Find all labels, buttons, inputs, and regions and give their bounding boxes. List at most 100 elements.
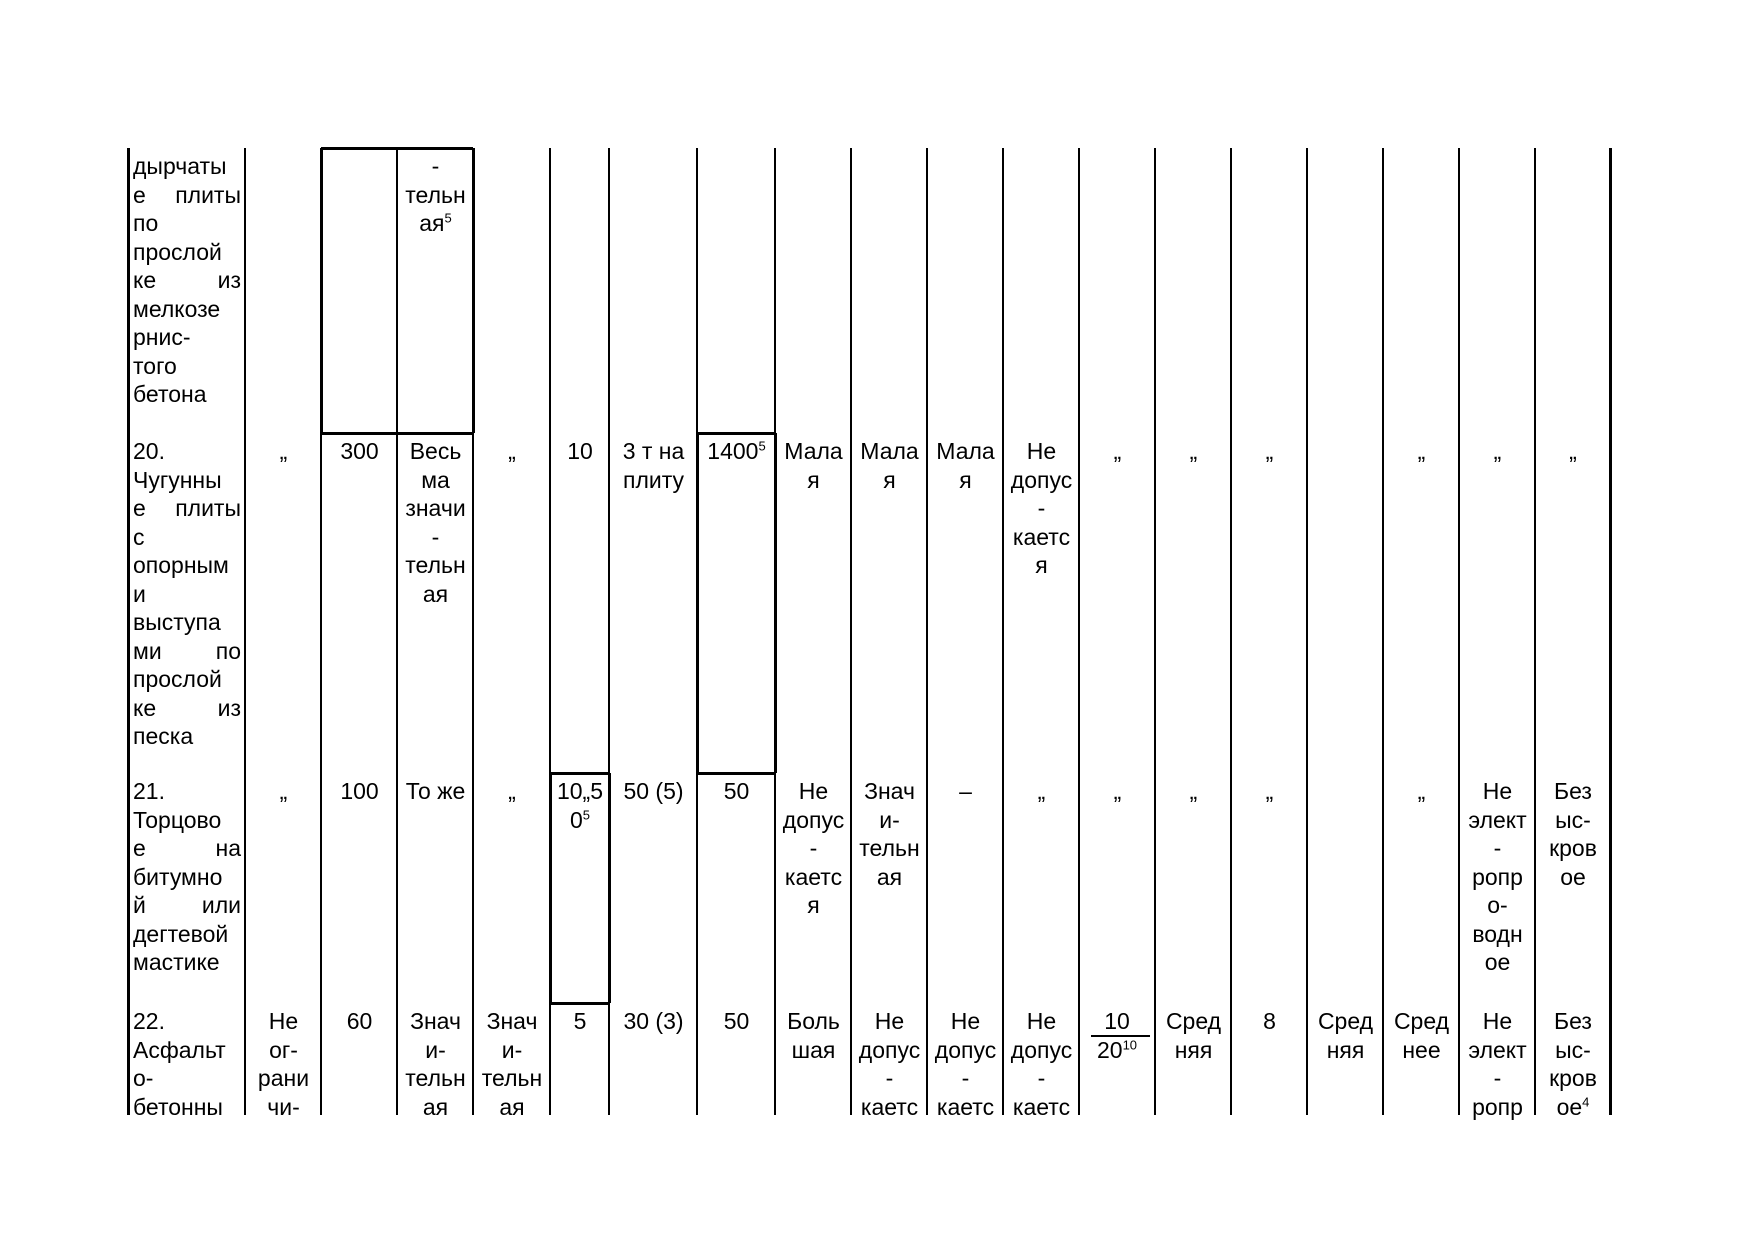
row-title-line: Торцово (133, 806, 222, 833)
table-cell: 50 (702, 777, 771, 806)
grid-line (697, 771, 775, 775)
table-cell: „ (478, 777, 546, 806)
cell-text: Не допус - каетс (934, 1008, 997, 1120)
row-title-line: с (133, 523, 145, 550)
table-cell: „ (1236, 437, 1303, 466)
cell-text: Не элект - ропр о- водн ое (1468, 778, 1527, 975)
grid-line (607, 773, 611, 1003)
table-cell: 50 (5) (614, 777, 693, 806)
cell-text: Знач и- тельн ая (481, 1008, 543, 1120)
cell-text: 5 (573, 1008, 587, 1034)
row-title-line: 21. (133, 778, 165, 804)
table-cell: Не элект - ропр о- водн ое (1464, 777, 1531, 977)
row-title-line: дырчаты (133, 153, 227, 179)
table-cell: Не ог- рани чи- (250, 1007, 317, 1121)
table-cell: „ (1464, 437, 1531, 466)
table-cell: „ (1236, 777, 1303, 806)
grid-line (550, 771, 609, 775)
table-cell: Сред няя (1312, 1007, 1379, 1064)
row-title-line: по (133, 210, 159, 236)
table-cell: 5 (555, 1007, 605, 1036)
row-title-line: выступа (133, 609, 221, 635)
footnote-mark: 5 (582, 806, 591, 822)
table-cell: „ (1008, 777, 1075, 806)
cell-text: 50 (723, 1008, 750, 1034)
cell-text: - тельн ая (405, 153, 466, 236)
cell-text: „ (508, 778, 516, 804)
grid-line (1608, 148, 1612, 1115)
cell-text: Знач и- тельн ая (405, 1008, 466, 1120)
row-title-line: того (133, 352, 177, 379)
row-title-line: о- (133, 1065, 154, 1091)
table-cell: „ (1388, 777, 1455, 806)
table-cell: 50 (702, 1007, 771, 1036)
grid-line (926, 148, 928, 1115)
table-cell: „ (250, 437, 317, 466)
table-cell: Не допус - каетс (856, 1007, 923, 1121)
cell-text: „ (1569, 438, 1577, 464)
row-title-cell: дырчаты е плиты по прослой ке из мелкозе рнис-… (133, 152, 241, 409)
table-cell: Без ыс- кров ое (1540, 777, 1606, 891)
row-title-line: опорным (133, 552, 229, 578)
cell-text: То же (405, 778, 466, 804)
row-title-line: песка (133, 723, 194, 749)
cell-text: 8 (1263, 1008, 1276, 1034)
row-title-cell: 22. Асфальт о-бетонны (133, 1007, 241, 1121)
table-cell: 300 (326, 437, 393, 466)
grid-line (244, 148, 246, 1115)
grid-line (773, 433, 777, 773)
cell-text: 10„5 0 (556, 778, 604, 833)
cell-text: – (959, 778, 972, 804)
table-cell: 10„5 05 (555, 777, 605, 834)
cell-text: 50 (723, 778, 750, 804)
table-cell: Не допус - каетс я (1008, 437, 1075, 580)
table-cell: 10 (555, 437, 605, 466)
grid-line (697, 431, 775, 435)
cell-text: „ (1417, 438, 1426, 464)
fraction-numerator: 10 (1104, 1008, 1130, 1034)
grid-line (471, 148, 475, 433)
table-cell: 100 (326, 777, 393, 806)
table-cell: Не элект - ропр (1464, 1007, 1531, 1121)
grid-line (472, 148, 474, 1115)
row-title-line: бетона (133, 381, 207, 407)
cell-text: 50 (5) (623, 778, 684, 804)
table-cell: „ (1388, 437, 1455, 466)
cell-text: Без ыс- кров ое (1549, 778, 1597, 890)
table-cell: Весь ма значи - тельн ая (402, 437, 469, 608)
table-cell: „ (1084, 777, 1151, 806)
row-title-line: е на (133, 835, 241, 861)
row-title-line: й или (133, 892, 241, 918)
table-cell: „ (250, 777, 317, 806)
table-cell: 8 (1236, 1007, 1303, 1036)
grid-line (1382, 148, 1384, 1115)
grid-line (321, 146, 473, 150)
cell-text: 1400 (707, 438, 759, 464)
grid-line (550, 1001, 609, 1005)
table-cell: „ (478, 437, 546, 466)
cell-text: „ (1037, 778, 1046, 804)
grid-line (1154, 148, 1156, 1115)
row-title-line: битумно (133, 863, 223, 890)
row-title-line: мелкозе (133, 295, 221, 322)
cell-text: „ (1265, 778, 1274, 804)
cell-text: Мала я (784, 438, 843, 493)
table-cell: Сред няя (1160, 1007, 1227, 1064)
table-cell: Знач и- тельн ая (478, 1007, 546, 1121)
table-cell: 60 (326, 1007, 393, 1036)
row-title-line: 20. (133, 438, 165, 464)
cell-text: Не ог- рани чи- (257, 1008, 310, 1120)
grid-line (1534, 148, 1536, 1115)
row-title-line: е плиты (133, 495, 241, 521)
row-title-cell: 21. Торцово е на битумно й или дегтевой мастик… (133, 777, 241, 977)
grid-line (850, 148, 852, 1115)
cell-text: Не допус - каетс я (1010, 438, 1073, 578)
grid-line (608, 148, 610, 1115)
grid-line (548, 773, 552, 1003)
cell-text: 300 (340, 438, 379, 464)
table-cell: - тельн ая5 (402, 152, 469, 238)
cell-text: Не элект - ропр (1468, 1008, 1527, 1120)
table-cell: 30 (3) (614, 1007, 693, 1036)
row-title-line: ми по (133, 637, 241, 664)
denominator-value: 20 (1096, 1037, 1123, 1063)
